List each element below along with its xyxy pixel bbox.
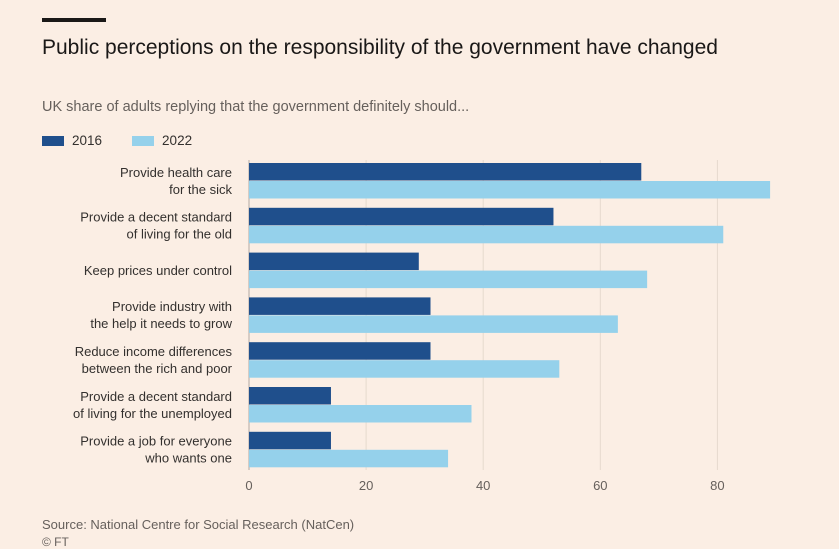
bar-2016-6 (249, 431, 331, 450)
chart-title: Public perceptions on the responsibility… (42, 36, 718, 59)
category-label-4: Reduce income differences between the ric… (75, 344, 233, 376)
category-label-1-line-1: of living for the old (126, 227, 232, 242)
category-label-6-line-0: Provide a job for everyone (80, 434, 232, 449)
category-label-5-line-1: of living for the unemployed (73, 406, 232, 421)
legend-swatch-2016 (42, 135, 64, 146)
source-note: Source: National Centre for Social Resea… (42, 517, 355, 532)
bar-2016-3 (249, 297, 431, 315)
bar-2022-3 (249, 315, 618, 333)
bar-2016-0 (249, 163, 642, 181)
bar-2016-5 (249, 387, 331, 405)
category-label-3-line-0: Provide industry with (112, 299, 232, 314)
legend-swatch-2022 (132, 135, 155, 146)
bar-2022-0 (249, 181, 771, 199)
grid-lines (248, 160, 718, 470)
bar-2016-4 (249, 342, 431, 360)
bars (249, 163, 771, 468)
category-label-0-line-1: for the sick (169, 182, 232, 197)
bar-2022-2 (249, 270, 648, 289)
category-label-3-line-1: the help it needs to grow (90, 316, 232, 331)
bar-2022-6 (249, 449, 449, 468)
legend-label-2016: 2016 (72, 133, 103, 148)
category-label-1-line-0: Provide a decent standard (80, 210, 232, 225)
x-tick-label-0: 0 (245, 478, 252, 493)
bar-2022-4 (249, 360, 560, 378)
category-label-3: Provide industry with the help it needs t… (90, 299, 232, 331)
category-label-0-line-0: Provide health care (120, 165, 232, 180)
bar-2016-2 (249, 252, 419, 271)
bar-2022-5 (249, 405, 472, 423)
category-label-4-line-1: between the rich and poor (82, 361, 233, 376)
legend-item-2016: 2016 (42, 133, 102, 148)
chart-subtitle: UK share of adults replying that the gov… (42, 99, 470, 115)
bar-2022-1 (249, 225, 724, 244)
top-rule (42, 18, 106, 22)
category-label-0: Provide health care for the sick (120, 165, 233, 197)
category-label-1: Provide a decent standard of living for t… (80, 210, 232, 242)
bar-2016-1 (249, 207, 554, 226)
legend-label-2022: 2022 (162, 133, 193, 148)
category-label-2: Keep prices under control (84, 263, 232, 278)
legend: 2016 2022 (42, 133, 222, 148)
category-label-2-line-0: Keep prices under control (84, 263, 232, 278)
category-labels: Provide health care for the sick Provide a… (73, 165, 233, 466)
x-tick-label-20: 20 (359, 478, 373, 493)
category-label-4-line-0: Reduce income differences (75, 344, 233, 359)
category-label-5-line-0: Provide a decent standard (80, 389, 232, 404)
category-label-6: Provide a job for everyone who wants one (80, 434, 232, 466)
category-label-5: Provide a decent standard of living for t… (73, 389, 232, 421)
x-tick-label-80: 80 (710, 478, 724, 493)
x-tick-label-60: 60 (593, 478, 607, 493)
category-label-6-line-1: who wants one (144, 451, 232, 466)
x-tick-labels: 0 20 40 60 80 (245, 478, 724, 493)
legend-item-2022: 2022 (132, 133, 192, 148)
x-tick-label-40: 40 (476, 478, 490, 493)
ft-credit: © FT (42, 535, 69, 549)
